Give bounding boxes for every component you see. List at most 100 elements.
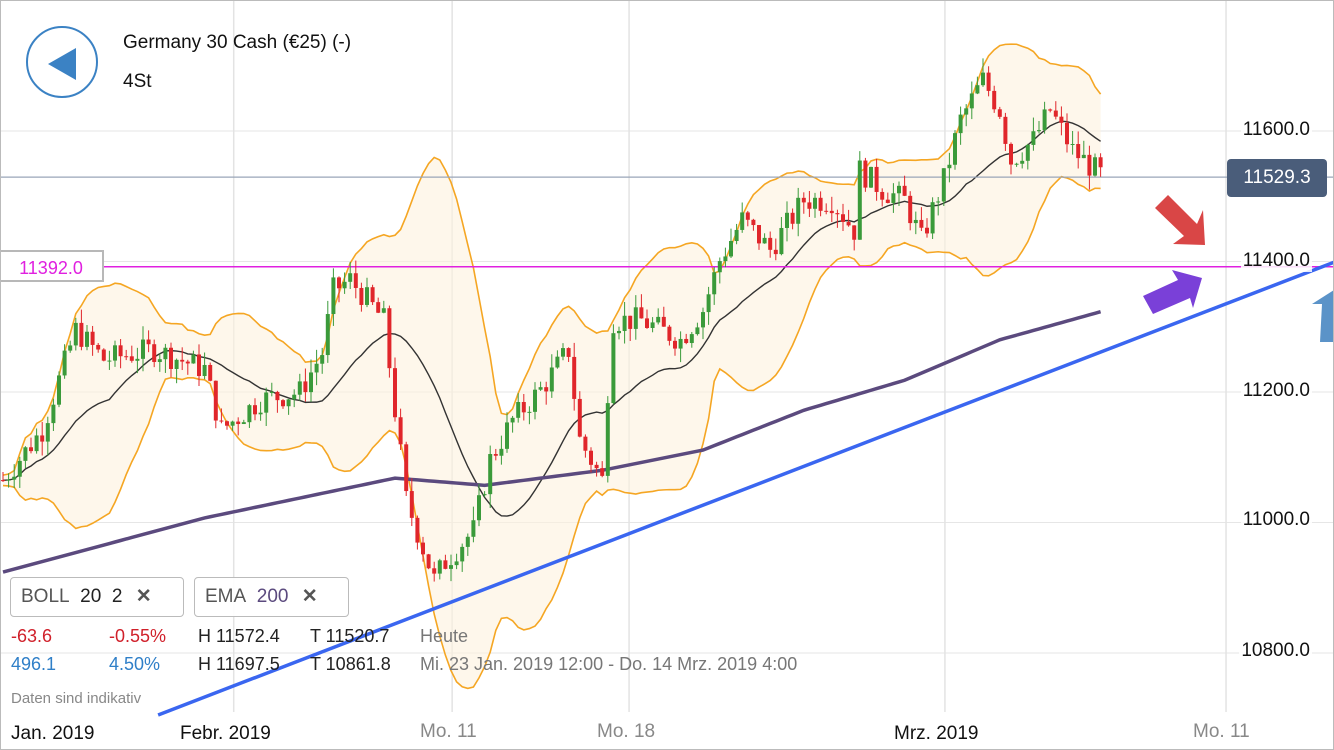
candle-body bbox=[73, 322, 78, 346]
y-tick-label: 11200.0 bbox=[1240, 380, 1312, 402]
x-tick-label: Mo. 18 bbox=[597, 721, 656, 742]
candle-body bbox=[1087, 154, 1092, 176]
arrow-up-icon bbox=[1312, 290, 1334, 342]
candle-body bbox=[141, 339, 145, 359]
today-change: -63.6 bbox=[11, 626, 53, 646]
candle-body bbox=[897, 185, 901, 194]
candle-body bbox=[561, 348, 565, 357]
arrow-up-right-icon bbox=[1143, 270, 1202, 314]
candle-body bbox=[129, 356, 134, 361]
candle-body bbox=[880, 191, 885, 200]
x-tick-label: Mo. 11 bbox=[1193, 721, 1250, 742]
candle-body bbox=[740, 212, 745, 230]
timeframe-label[interactable]: 4St bbox=[123, 71, 152, 92]
candle-body bbox=[807, 202, 812, 209]
candle-body bbox=[404, 444, 409, 492]
candle-body bbox=[930, 202, 935, 234]
candle-body bbox=[309, 372, 313, 393]
candle-body bbox=[510, 417, 515, 423]
candle-body bbox=[835, 213, 840, 215]
candle-body bbox=[1076, 144, 1081, 159]
candle-body bbox=[174, 359, 179, 369]
candle-body bbox=[857, 160, 862, 240]
candle-body bbox=[695, 327, 700, 335]
indicator-name: BOLL bbox=[21, 586, 70, 607]
candle-body bbox=[964, 108, 969, 115]
candle-body bbox=[516, 402, 521, 418]
candle-body bbox=[600, 468, 605, 476]
candle-body bbox=[869, 166, 873, 188]
indicator-param: 2 bbox=[111, 586, 123, 607]
today-change-pct: -0.55% bbox=[109, 626, 167, 646]
candle-body bbox=[533, 389, 537, 412]
x-tick-label: Febr. 2019 bbox=[172, 721, 279, 747]
candle-body bbox=[320, 355, 325, 364]
candle-body bbox=[633, 307, 638, 329]
candle-body bbox=[437, 560, 442, 574]
candle-body bbox=[589, 450, 593, 465]
indicator-param: 20 bbox=[80, 586, 102, 607]
candle-body bbox=[645, 318, 649, 328]
candle-body bbox=[790, 212, 795, 224]
candle-body bbox=[684, 338, 689, 344]
candle-body bbox=[981, 72, 985, 86]
candle-body bbox=[393, 368, 397, 418]
candle-body bbox=[353, 273, 358, 288]
candle-body bbox=[225, 421, 229, 426]
candle-body bbox=[757, 225, 761, 244]
today-label: Heute bbox=[420, 626, 469, 646]
candle-body bbox=[381, 308, 386, 313]
candle-body bbox=[902, 185, 907, 196]
candle-body bbox=[779, 227, 784, 255]
candle-body bbox=[628, 315, 633, 329]
horizontal-line-label[interactable]: 11392.0 bbox=[0, 250, 104, 282]
indicator-chip-ema[interactable]: EMA 200 ✕ bbox=[194, 577, 349, 617]
candle-body bbox=[57, 375, 61, 405]
candle-body bbox=[292, 394, 297, 400]
range-label: Mi. 23 Jan. 2019 12:00 - Do. 14 Mrz. 201… bbox=[420, 654, 798, 674]
candle-body bbox=[426, 554, 431, 569]
candle-body bbox=[465, 536, 470, 547]
candle-body bbox=[85, 331, 89, 347]
range-low: T 10861.8 bbox=[310, 654, 391, 674]
candle-body bbox=[449, 565, 453, 569]
indicator-chip-boll[interactable]: BOLL 20 2 ✕ bbox=[10, 577, 184, 617]
y-tick-label: 11000.0 bbox=[1240, 509, 1312, 531]
candle-body bbox=[297, 381, 302, 395]
candle-body bbox=[432, 568, 437, 574]
close-icon[interactable]: ✕ bbox=[301, 586, 318, 607]
candle-body bbox=[701, 312, 705, 328]
back-button[interactable] bbox=[26, 26, 98, 98]
candle-body bbox=[90, 331, 95, 345]
candle-body bbox=[180, 359, 185, 362]
candle-body bbox=[152, 344, 157, 363]
candle-body bbox=[617, 330, 621, 334]
candle-body bbox=[107, 360, 112, 362]
candle-body bbox=[219, 420, 224, 422]
candle-body bbox=[169, 347, 173, 369]
candle-body bbox=[113, 345, 117, 361]
close-icon[interactable]: ✕ bbox=[135, 586, 152, 607]
bollinger-middle-line bbox=[2, 120, 1101, 517]
x-tick-label: Mo. 11 bbox=[420, 721, 477, 742]
candle-body bbox=[314, 363, 319, 373]
candle-body bbox=[12, 476, 17, 480]
candle-body bbox=[734, 229, 739, 241]
candle-body bbox=[913, 219, 918, 224]
candle-body bbox=[986, 72, 991, 91]
today-high: H 11572.4 bbox=[198, 626, 280, 646]
candle-body bbox=[348, 273, 353, 282]
candle-body bbox=[421, 542, 425, 555]
candle-body bbox=[135, 358, 140, 361]
candle-body bbox=[874, 166, 879, 192]
candle-body bbox=[751, 219, 756, 226]
range-change: 496.1 bbox=[11, 654, 57, 674]
candle-body bbox=[185, 361, 190, 364]
candle-body bbox=[706, 294, 711, 313]
y-tick-label: 11600.0 bbox=[1240, 119, 1312, 141]
candle-body bbox=[818, 197, 823, 211]
candle-body bbox=[337, 277, 341, 289]
candle-body bbox=[667, 326, 672, 341]
candle-body bbox=[689, 334, 694, 344]
